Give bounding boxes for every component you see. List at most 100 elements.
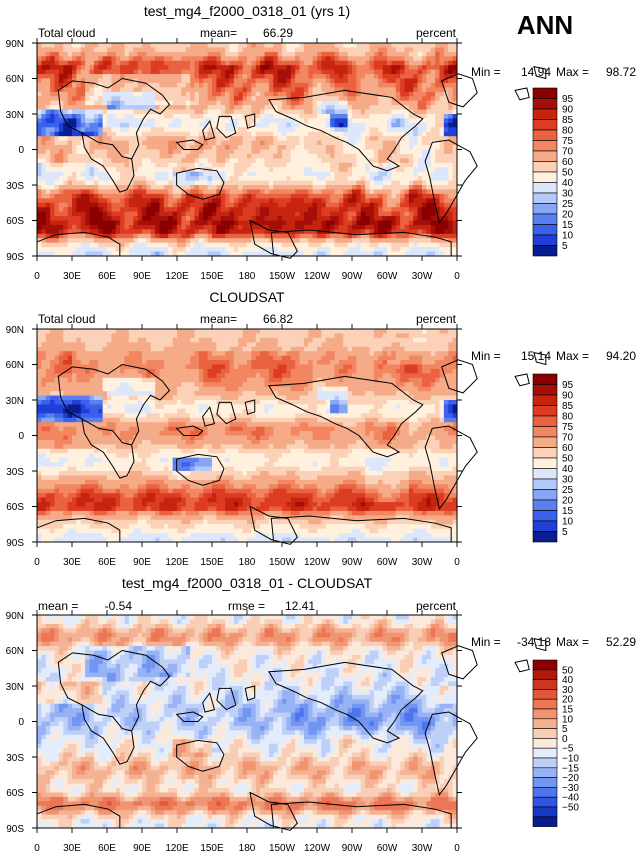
field-cell [198,69,204,75]
field-cell [85,342,90,348]
field-cell [255,74,261,79]
field-cell [128,105,134,110]
field-cell [264,74,270,79]
field-cell [242,224,248,230]
field-cell [356,198,362,204]
field-cell [290,176,296,181]
field-cell [181,337,187,343]
field-cell [85,198,90,204]
field-cell [426,193,432,199]
field-cell [268,211,274,217]
field-cell [220,122,226,128]
field-cell [439,100,445,106]
field-cell [102,51,108,57]
field-cell [382,329,388,334]
field-cell [120,118,125,124]
field-cell [395,180,401,186]
field-cell [251,131,257,137]
field-cell [347,251,353,257]
field-cell [185,333,191,339]
field-cell [369,56,375,62]
field-cell [334,74,340,79]
field-cell [303,211,309,217]
field-cell [190,145,195,150]
field-cell [317,136,322,142]
field-cell [382,136,388,142]
field-cell [312,82,318,88]
field-cell [378,220,384,226]
field-cell [273,216,279,221]
field-cell [391,118,397,124]
field-cell [443,60,449,66]
field-cell [452,145,458,150]
field-cell [343,207,349,213]
field-cell [352,100,357,106]
field-cell [452,193,458,199]
field-cell [137,229,143,235]
field-cell [369,180,375,186]
field-cell [408,171,414,177]
field-cell [321,333,327,339]
field-cell [67,207,73,213]
field-cell [321,56,327,62]
field-cell [290,162,296,168]
field-cell [225,118,230,124]
field-cell [124,189,130,195]
field-cell [41,242,47,248]
field-cell [334,329,340,334]
field-cell [54,220,60,226]
field-cell [203,91,209,97]
field-cell [220,176,226,181]
field-cell [220,242,226,248]
field-cell [216,189,222,195]
field-cell [159,105,165,110]
field-cell [369,74,375,79]
field-cell [115,100,121,106]
field-cell [325,43,331,48]
field-cell [194,167,200,173]
field-cell [439,180,445,186]
field-cell [80,333,86,339]
field-cell [190,140,195,146]
field-cell [435,229,440,235]
field-cell [290,136,296,142]
field-cell [45,162,51,168]
field-cell [387,56,392,62]
field-cell [137,193,143,199]
field-cell [229,153,235,159]
field-cell [198,207,204,213]
field-cell [137,198,143,204]
field-cell [443,220,449,226]
field-cell [308,329,314,334]
field-cell [365,198,370,204]
field-cell [378,180,384,186]
field-cell [115,211,121,217]
field-cell [207,158,213,164]
field-cell [177,47,182,53]
field-cell [317,247,322,252]
field-cell [225,185,230,190]
field-cell [448,337,454,343]
field-cell [93,105,99,110]
field-cell [220,216,226,221]
field-cell [352,220,357,226]
field-cell [395,127,401,133]
field-cell [155,136,160,142]
field-cell [352,65,357,71]
field-cell [426,114,432,119]
field-cell [238,229,244,235]
field-cell [233,74,239,79]
field-cell [185,145,191,150]
field-cell [207,211,213,217]
field-cell [400,118,405,124]
field-cell [238,100,244,106]
field-cell [247,56,252,62]
field-cell [448,78,454,84]
field-cell [303,114,309,119]
field-cell [163,180,169,186]
field-cell [312,60,318,66]
field-cell [238,96,244,102]
field-cell [286,65,292,71]
field-cell [98,193,104,199]
field-cell [85,233,90,239]
